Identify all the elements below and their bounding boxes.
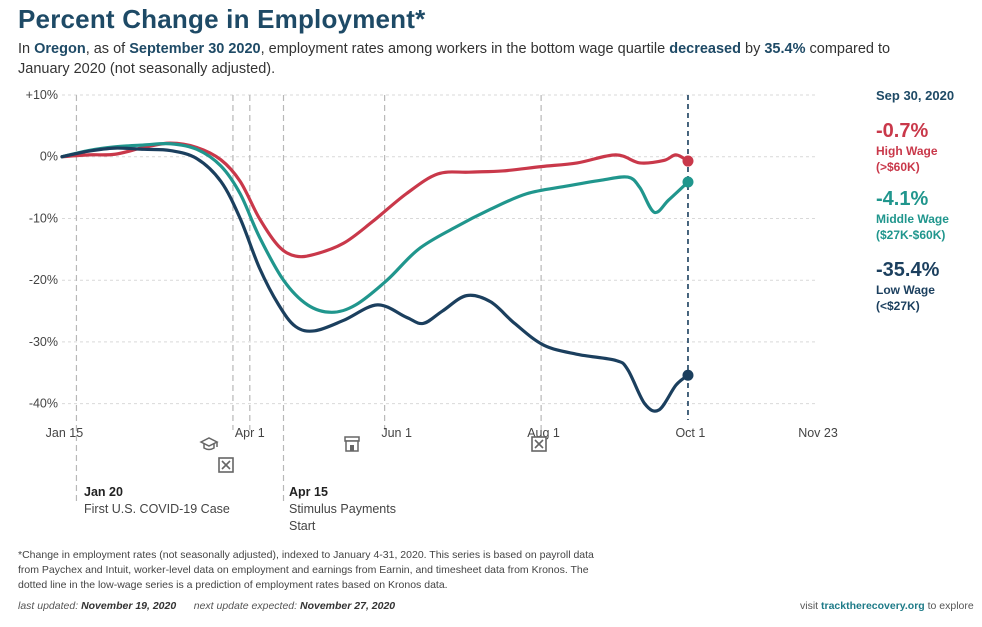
employment-line-chart[interactable]: +10% 0% -10% -20% -30% -40% Jan 15 Apr 1 Jun 1 A… (0, 0, 982, 540)
next-update-date: November 27, 2020 (300, 600, 396, 612)
legend-value: -0.7% (876, 120, 929, 142)
subtitle-direction: decreased (669, 41, 741, 57)
x-tick-label: Nov 23 (798, 426, 838, 440)
x-tick-label: Oct 1 (675, 426, 705, 440)
end-marker-high-wage[interactable] (682, 155, 694, 167)
graduation-cap-icon[interactable] (199, 437, 219, 451)
legend-range: ($27K-$60K) (876, 228, 946, 242)
series-lines[interactable] (60, 141, 690, 413)
event-lines (75, 95, 689, 505)
y-tick-label: -10% (29, 211, 58, 225)
legend-range: (>$60K) (876, 160, 920, 174)
footnote: *Change in employment rates (not seasona… (18, 549, 594, 591)
subtitle-text: compared to January 2020 (not seasonally… (18, 41, 891, 77)
legend-label: Middle Wage (876, 212, 949, 226)
x-tick-label: Apr 1 (235, 426, 265, 440)
closed-box-icon[interactable] (218, 457, 234, 473)
legend-date: Sep 30, 2020 (876, 88, 954, 103)
subtitle-region[interactable]: Oregon (34, 41, 86, 57)
annotation-text: Stimulus Payments (289, 502, 396, 516)
last-updated-date: November 19, 2020 (81, 600, 177, 612)
y-tick-label: -40% (29, 397, 58, 411)
visit-suffix: to explore (924, 600, 974, 612)
last-updated-label: last updated: (18, 600, 79, 612)
x-tick-label: Jan 15 (46, 426, 84, 440)
y-tick-label: +10% (26, 88, 58, 102)
grid-lines (62, 94, 818, 405)
series-line-high-wage[interactable] (60, 141, 690, 259)
tracktherecovery-link[interactable]: tracktherecovery.org (821, 600, 925, 612)
y-axis-ticks: +10% 0% -10% -20% -30% -40% (26, 88, 58, 411)
legend-label: High Wage (876, 144, 938, 158)
y-tick-label: -20% (29, 273, 58, 287)
visit-prefix: visit (800, 600, 821, 612)
subtitle-text: by (740, 41, 765, 57)
next-update-label: next update expected: (193, 600, 298, 612)
annotation-text: Start (289, 519, 316, 533)
visit-text: visit tracktherecovery.org to explore (800, 600, 974, 612)
series-line-middle-wage[interactable] (60, 141, 690, 314)
legend-item-low-wage[interactable]: -35.4% Low Wage (<$27K) (876, 259, 939, 314)
chart-title: Percent Change in Employment* (18, 4, 426, 34)
y-tick-label: 0% (40, 150, 58, 164)
legend-item-middle-wage[interactable]: -4.1% Middle Wage ($27K-$60K) (876, 188, 949, 243)
subtitle-text: , employment rates among workers in the … (260, 41, 670, 57)
legend-item-high-wage[interactable]: -0.7% High Wage (>$60K) (876, 120, 938, 175)
subtitle-date: September 30 2020 (129, 41, 261, 57)
closed-box-icon[interactable] (531, 436, 547, 452)
subtitle-amount: 35.4% (764, 41, 806, 57)
subtitle-text: In (18, 41, 35, 57)
chart-subtitle: In Oregon, as of September 30 2020, empl… (18, 39, 918, 79)
end-marker-middle-wage[interactable] (682, 176, 694, 188)
annotation-text: First U.S. COVID-19 Case (84, 502, 230, 516)
annotation-date: Jan 20 (84, 485, 123, 499)
end-marker-low-wage[interactable] (682, 369, 694, 381)
annotation-stimulus: Apr 15 Stimulus Payments Start (289, 484, 396, 535)
legend-date-label: Sep 30, 2020 (876, 88, 955, 103)
x-axis-ticks: Jan 15 Apr 1 Jun 1 Aug 1 Oct 1 Nov 23 (46, 426, 838, 440)
subtitle-text: , as of (85, 41, 130, 57)
legend-range: (<$27K) (876, 299, 920, 313)
y-tick-label: -30% (29, 335, 58, 349)
legend-label: Low Wage (876, 283, 935, 297)
x-tick-label: Jun 1 (381, 426, 412, 440)
legend-value: -4.1% (876, 188, 929, 210)
store-icon[interactable] (344, 436, 360, 452)
update-info: last updated: November 19, 2020 next upd… (18, 600, 395, 612)
series-line-low-wage[interactable] (60, 146, 690, 413)
annotation-first-case: Jan 20 First U.S. COVID-19 Case (84, 484, 230, 518)
annotation-date: Apr 15 (289, 485, 328, 499)
legend-value: -35.4% (876, 259, 940, 281)
end-markers[interactable] (682, 155, 694, 381)
